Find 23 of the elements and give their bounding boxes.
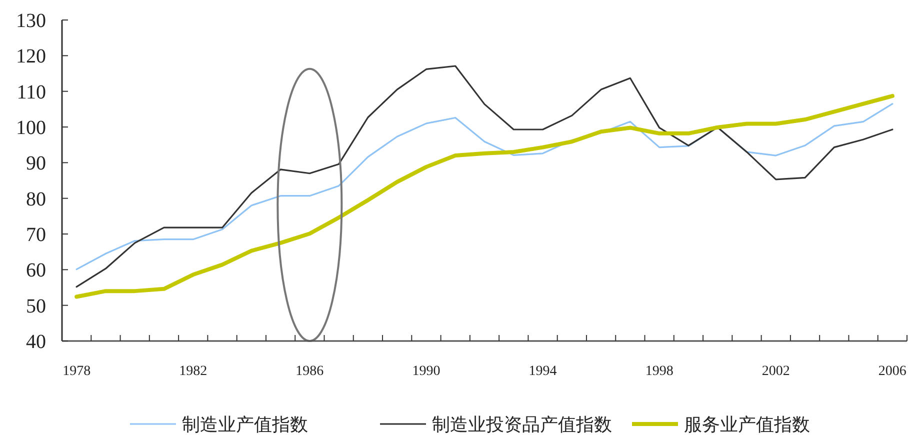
- line-series: [74, 94, 894, 299]
- y-tick-label: 110: [16, 81, 46, 104]
- y-tick-label: 60: [26, 260, 46, 282]
- y-tick-label: 50: [26, 295, 46, 318]
- legend-label: 制造业投资品产值指数: [432, 414, 612, 435]
- y-tick-label: 100: [16, 117, 46, 139]
- x-tick-label: 1978: [62, 364, 91, 379]
- x-tick-label: 1998: [645, 364, 674, 379]
- y-tick-label: 130: [16, 10, 46, 32]
- y-tick-label: 70: [26, 224, 46, 246]
- legend-label: 服务业产值指数: [684, 414, 810, 435]
- line-series: [76, 65, 894, 288]
- x-tick-label: 2002: [762, 364, 790, 379]
- y-tick-label: 40: [26, 331, 46, 353]
- x-tick-label: 2006: [878, 364, 906, 379]
- y-tick-label: 120: [16, 46, 46, 68]
- y-tick-label: 80: [26, 188, 46, 210]
- y-tick-label: 90: [26, 152, 46, 175]
- x-tick-label: 1986: [296, 364, 324, 379]
- x-tick-label: 1982: [179, 364, 208, 379]
- legend-label: 制造业产值指数: [182, 414, 308, 435]
- x-tick-label: 1990: [412, 364, 440, 379]
- x-tick-label: 1994: [528, 364, 557, 379]
